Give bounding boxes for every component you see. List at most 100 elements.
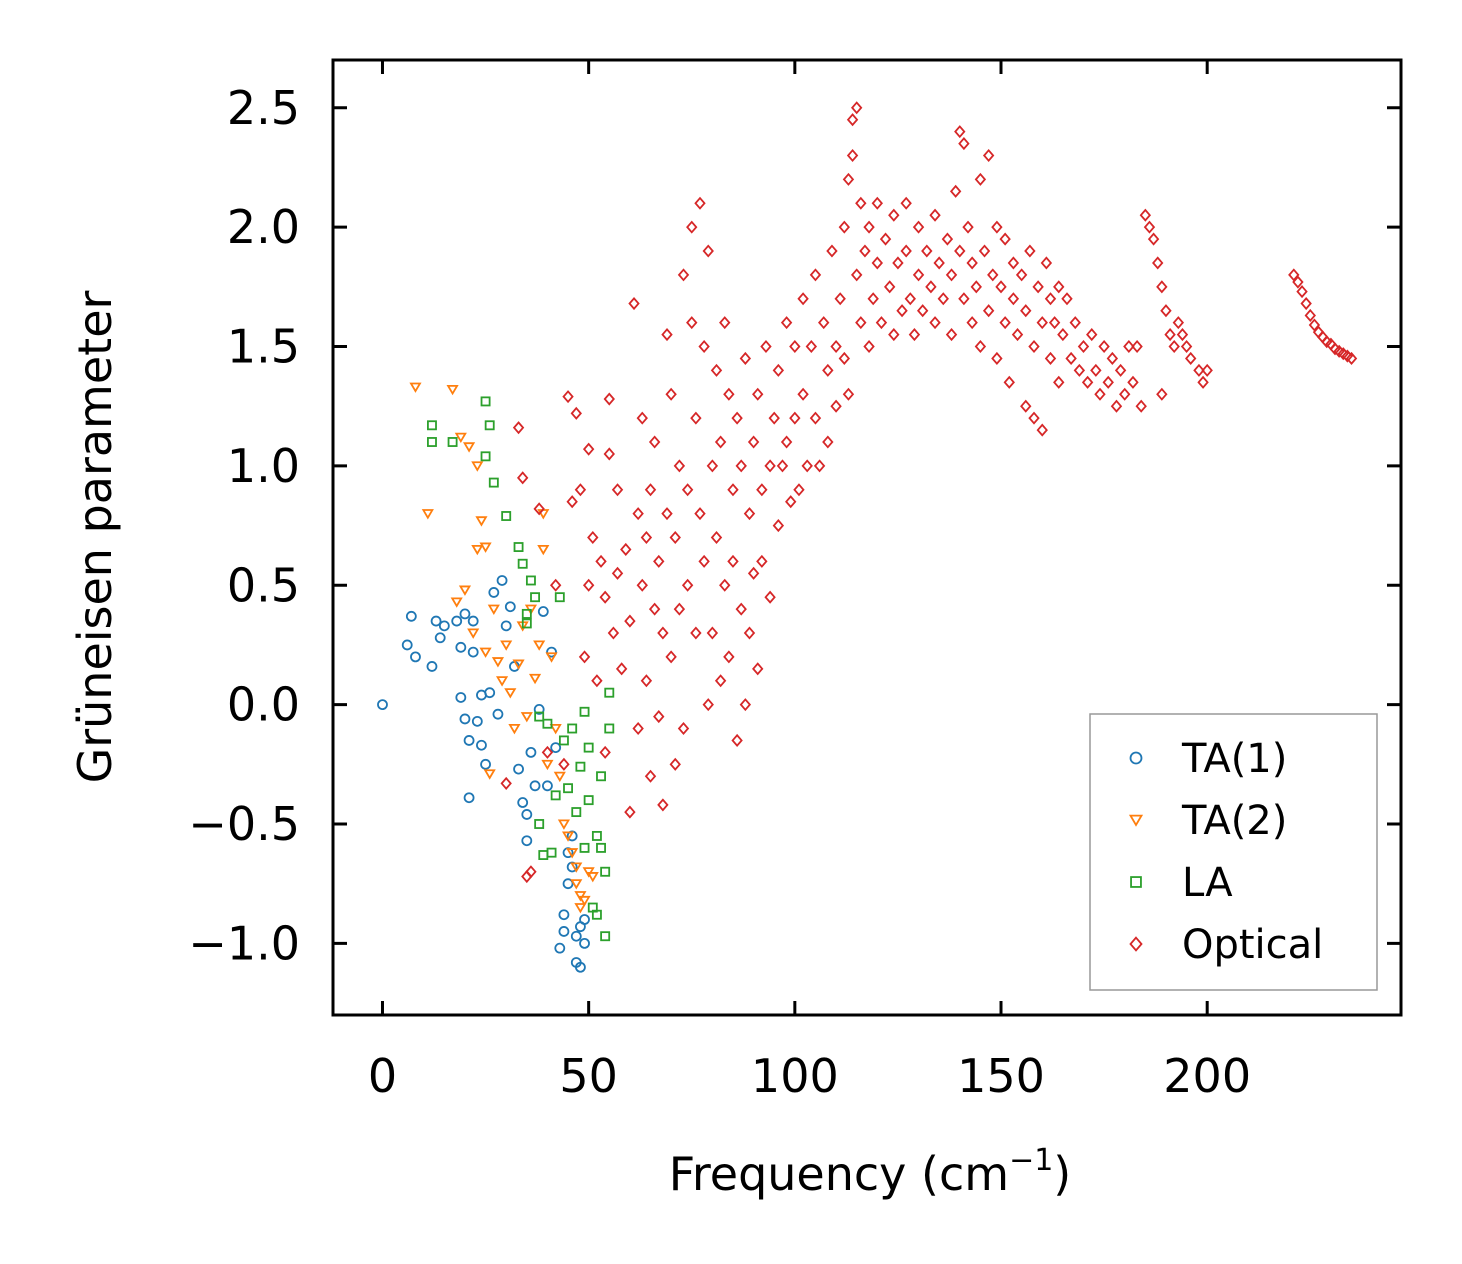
x-tick-label: 100 [751,1049,839,1103]
point-la [563,783,573,794]
point-optical [1020,304,1032,318]
y-tick-label: 0.0 [227,678,300,732]
point-ta1 [459,713,471,725]
point-optical [859,244,871,258]
point-optical [636,578,648,592]
point-optical [702,698,714,712]
point-optical [677,268,690,282]
point-optical [941,232,954,246]
point-ta2 [471,544,484,556]
point-la [571,807,582,818]
point-optical [776,459,789,473]
point-optical [1131,339,1143,354]
point-optical [1098,339,1110,354]
point-la [583,742,594,753]
point-optical [805,339,818,354]
point-la [488,477,499,488]
point-optical [764,459,776,473]
point-optical [789,339,801,354]
point-optical [558,757,570,771]
point-optical [1143,220,1156,234]
point-ta2 [454,432,467,444]
point-optical [1044,292,1057,306]
point-optical [756,483,768,497]
point-optical [871,196,884,210]
point-optical [756,554,768,568]
point-optical [549,578,562,592]
point-optical [982,148,995,163]
point-optical [867,292,879,306]
point-optical [809,411,822,425]
point-optical [850,268,863,282]
point-la [579,842,590,853]
point-optical [743,507,756,521]
point-optical [661,507,673,521]
point-ta2 [537,544,550,556]
point-optical [681,483,694,497]
series-ta2 [409,382,599,914]
point-optical [871,256,884,270]
point-ta2 [582,867,595,878]
point-ta1 [455,641,467,653]
point-ta2 [463,442,476,453]
point-optical [648,602,661,616]
point-optical [809,268,822,282]
point-ta1 [546,646,557,658]
point-optical [1069,316,1081,330]
point-la [604,687,615,698]
point-ta1 [513,763,524,775]
point-ta2 [458,585,472,596]
point-optical [710,530,723,545]
point-optical [1007,292,1020,306]
point-optical [838,351,851,365]
point-optical [958,137,970,151]
point-optical [706,626,719,640]
point-ta2 [574,903,587,914]
point-optical [883,280,896,294]
point-optical [929,208,941,222]
point-ta1 [496,575,508,586]
point-la [558,735,569,746]
point-ta2 [446,384,459,396]
point-optical [1061,292,1073,306]
point-optical [698,554,710,568]
point-optical [925,280,937,294]
point-ta1 [525,746,537,758]
point-optical [834,292,846,306]
point-ta2 [512,659,525,670]
point-optical [991,220,1003,234]
point-optical [813,459,826,473]
y-tick-label: −1.0 [188,916,300,970]
point-la [447,437,458,447]
point-optical [516,471,529,485]
point-ta2 [586,872,599,883]
legend: TA(1) TA(2) LA Optical [1089,713,1378,991]
point-optical [578,650,591,664]
point-ta1 [451,615,463,627]
x-tick-label: 150 [957,1049,1045,1103]
point-la [480,451,491,462]
point-optical [727,483,739,497]
point-la [521,608,532,619]
point-optical [1003,375,1015,389]
point-optical [1090,363,1102,377]
point-optical [665,650,677,664]
point-optical [1015,268,1028,282]
point-ta1 [529,780,541,792]
point-optical [888,208,900,222]
point-optical [842,172,855,186]
point-ta1 [438,620,450,632]
point-optical [723,650,735,664]
x-axis-title-suffix: ) [1053,1147,1071,1201]
point-optical [611,566,624,580]
point-ta1 [492,708,504,720]
point-optical [1119,387,1131,401]
point-optical [999,316,1011,330]
point-optical [686,316,698,330]
point-optical [739,698,752,712]
point-optical [644,483,657,497]
point-optical [735,602,747,616]
point-optical [1102,375,1114,389]
point-optical [1110,399,1123,413]
point-optical [1065,351,1077,365]
